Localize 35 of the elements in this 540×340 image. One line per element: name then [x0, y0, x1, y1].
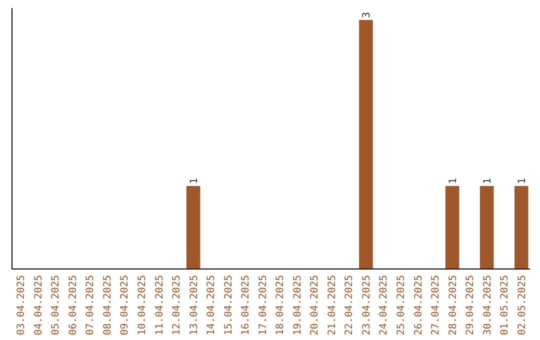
data-label: 1 [516, 178, 528, 184]
data-label: 3 [361, 12, 372, 18]
x-tick-label: 18.04.2025 [275, 275, 286, 336]
x-tick-label: 19.04.2025 [292, 275, 304, 336]
data-label: 1 [188, 178, 200, 184]
data-label: 1 [482, 178, 494, 184]
x-tick-label: 07.04.2025 [85, 275, 96, 336]
x-tick-label: 22.04.2025 [344, 275, 356, 336]
x-tick-label: 13.04.2025 [188, 275, 200, 336]
x-tick-label: 11.04.2025 [154, 275, 166, 336]
x-tick-label: 10.04.2025 [137, 275, 148, 336]
x-tick-label: 29.04.2025 [465, 275, 476, 336]
x-tick-label: 30.04.2025 [482, 275, 494, 336]
x-tick-label: 04.04.2025 [33, 275, 44, 336]
x-tick-label: 01.05.2025 [500, 275, 511, 336]
data-label: 1 [448, 178, 459, 184]
x-tick-label: 14.04.2025 [206, 275, 218, 336]
x-tick-label: 23.04.2025 [361, 275, 372, 336]
x-tick-label: 16.04.2025 [240, 275, 252, 336]
x-tick-label: 28.04.2025 [448, 275, 459, 336]
x-tick-label: 26.04.2025 [413, 275, 424, 336]
x-tick-label: 21.04.2025 [326, 275, 338, 336]
x-tick-label: 24.04.2025 [378, 275, 390, 336]
x-tick-label: 25.04.2025 [396, 275, 407, 336]
x-tick-label: 12.04.2025 [172, 275, 183, 336]
x-tick-label: 09.04.2025 [120, 275, 131, 336]
x-tick-label: 06.04.2025 [68, 275, 79, 336]
x-tick-label: 05.04.2025 [50, 275, 62, 336]
x-tick-label: 27.04.2025 [430, 275, 442, 336]
x-tick-label: 08.04.2025 [102, 275, 114, 336]
x-tick-label: 20.04.2025 [310, 275, 321, 336]
x-tick-label: 03.04.2025 [16, 275, 28, 336]
x-tick-label: 17.04.2025 [258, 275, 269, 336]
x-tick-label: 15.04.2025 [223, 275, 234, 336]
x-tick-label: 02.05.2025 [516, 275, 528, 336]
